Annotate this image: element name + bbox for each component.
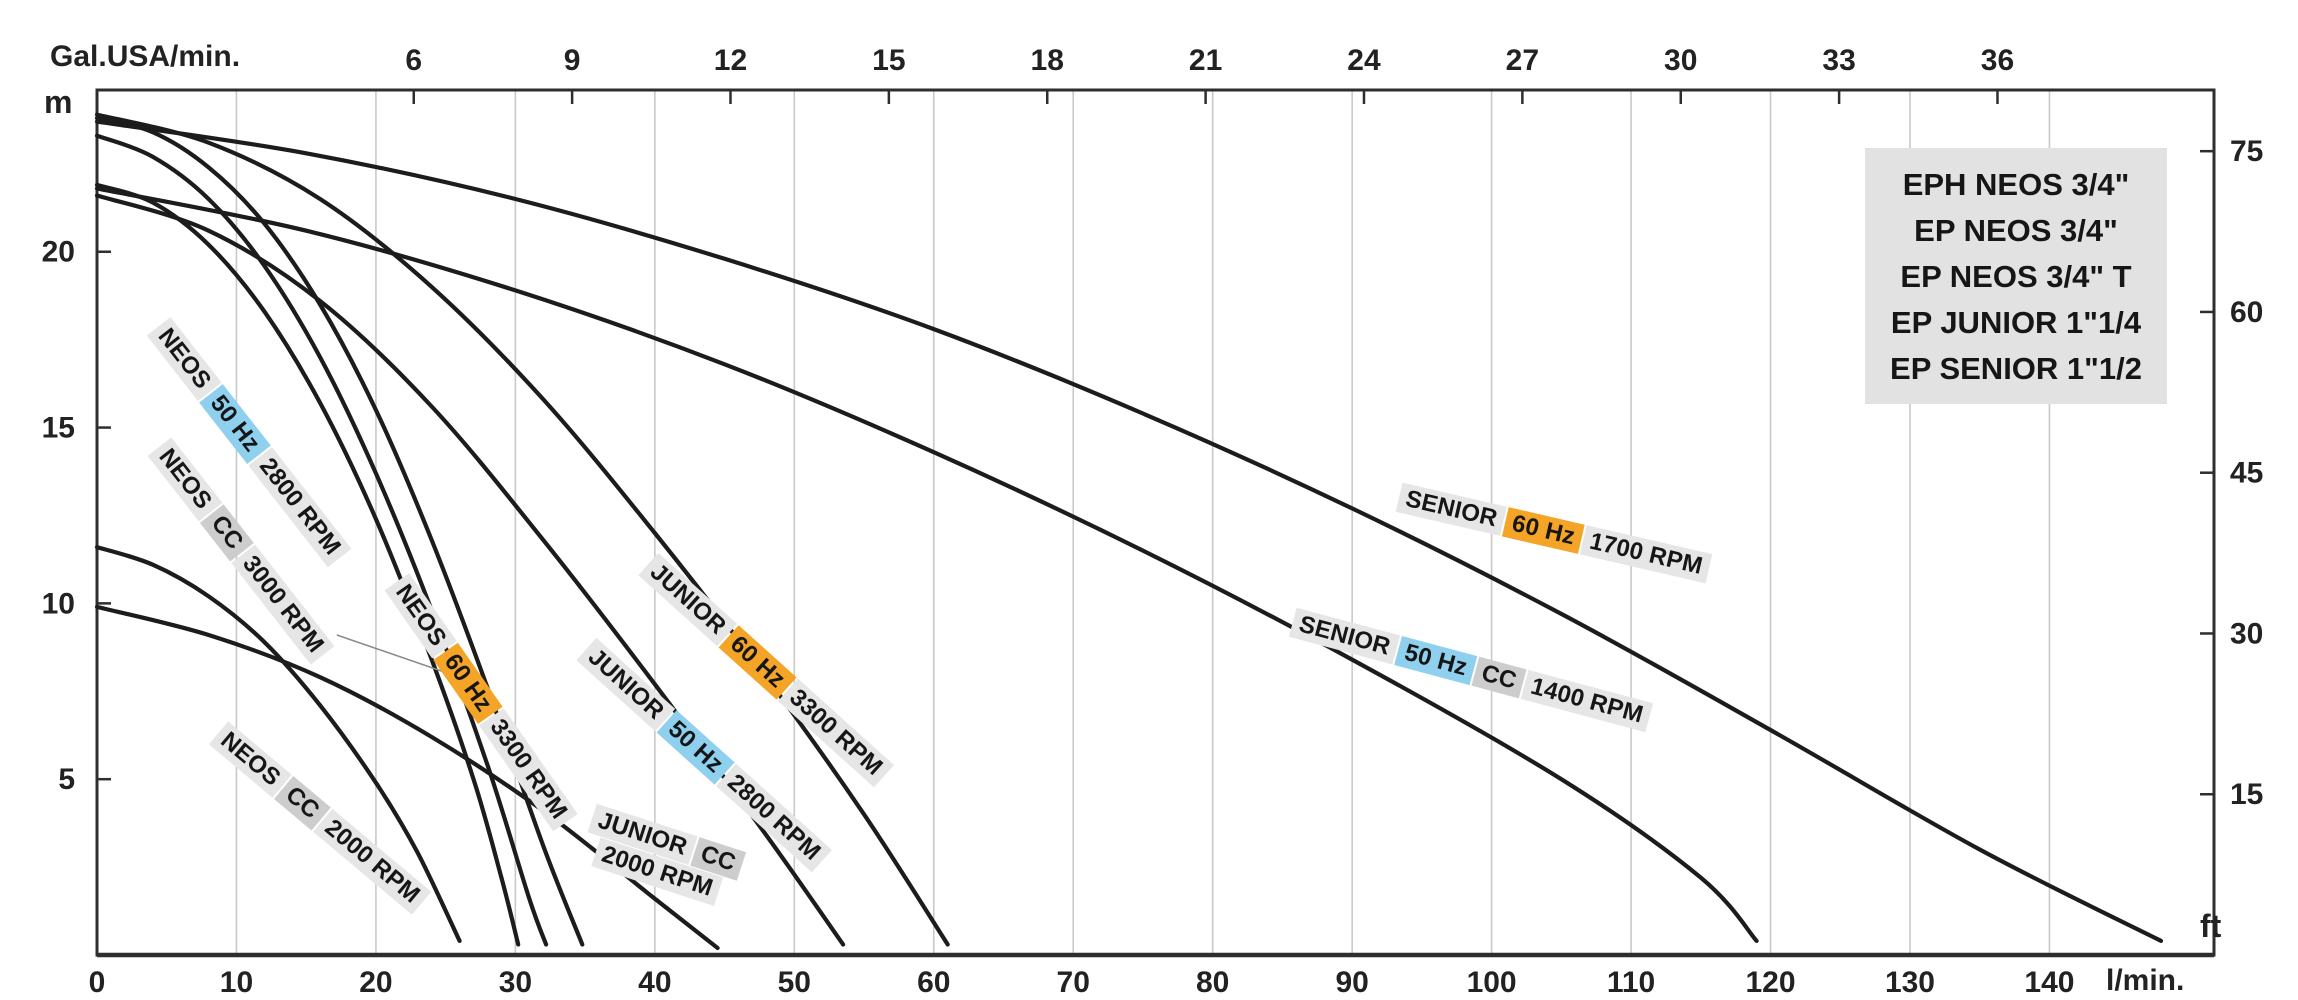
curve-senior-60hz-1700-rpm [94,119,2164,943]
bottom-tick-label: 140 [2024,966,2074,999]
bottom-tick-label: 70 [1057,966,1090,999]
top-tick-label: 24 [1347,44,1381,77]
curve-junior-60hz-3300-rpm [94,112,950,947]
top-tick-label: 12 [714,44,747,77]
top-tick-label: 21 [1189,44,1222,77]
right-tick-label: 60 [2230,296,2263,329]
legend-line-ep-junior: EP JUNIOR 1"1/4 [1890,305,2142,340]
left-axis-title: m [44,84,73,120]
right-tick-label: 75 [2230,135,2263,168]
bottom-axis-title: l/min. [2106,964,2185,997]
model-legend-box: EPH NEOS 3/4" EP NEOS 3/4" EP NEOS 3/4" … [1865,148,2167,404]
bottom-tick-label: 10 [220,966,253,999]
curve-senior-50hz-cc-1400-rpm [94,186,1759,943]
bottom-tick-label: 20 [359,966,392,999]
top-tick-label: 18 [1031,44,1064,77]
curve-neos-50hz-2800-rpm [94,182,521,947]
bottom-tick-label: 50 [778,966,811,999]
right-tick-label: 15 [2230,778,2263,811]
bottom-tick-label: 40 [638,966,671,999]
bottom-tick-label: 110 [1607,966,1655,999]
bottom-tick-label: 80 [1196,966,1229,999]
legend-line-ep-neos-t: EP NEOS 3/4" T [1900,259,2132,294]
top-tick-label: 33 [1822,44,1855,77]
top-axis-title: Gal.USA/min. [50,40,241,73]
top-tick-label: 6 [405,44,422,77]
curve-neos-cc-3000-rpm [94,133,549,947]
top-tick-label: 30 [1664,44,1697,77]
bottom-tick-label: 30 [499,966,532,999]
bottom-tick-label: 120 [1745,966,1795,999]
right-axis-title: ft [2200,908,2222,944]
top-tick-label: 27 [1506,44,1539,77]
leader-line-neos-cc-3000-rpm [336,634,460,678]
left-tick-label: 20 [42,236,75,269]
legend-line-eph-neos: EPH NEOS 3/4" [1902,167,2130,202]
bottom-tick-label: 60 [917,966,950,999]
bottom-tick-label: 130 [1885,966,1935,999]
curve-neos-cc-2000-rpm [94,545,462,943]
bottom-tick-label: 0 [89,966,106,999]
left-tick-label: 5 [58,763,75,796]
curve-junior-50hz-2800-rpm [94,193,846,947]
top-tick-label: 9 [564,44,581,77]
left-tick-label: 10 [42,587,75,620]
top-tick-label: 15 [872,44,905,77]
curve-junior-cc-2000-rpm [94,604,720,951]
legend-line-ep-neos: EP NEOS 3/4" [1914,213,2118,248]
left-tick-label: 15 [42,412,75,445]
bottom-tick-label: 90 [1335,966,1368,999]
bottom-tick-label: 100 [1467,966,1517,999]
legend-line-ep-senior: EP SENIOR 1"1/2 [1890,351,2142,386]
top-tick-label: 36 [1981,44,2014,77]
right-tick-label: 30 [2230,617,2263,650]
right-tick-label: 45 [2230,457,2263,490]
